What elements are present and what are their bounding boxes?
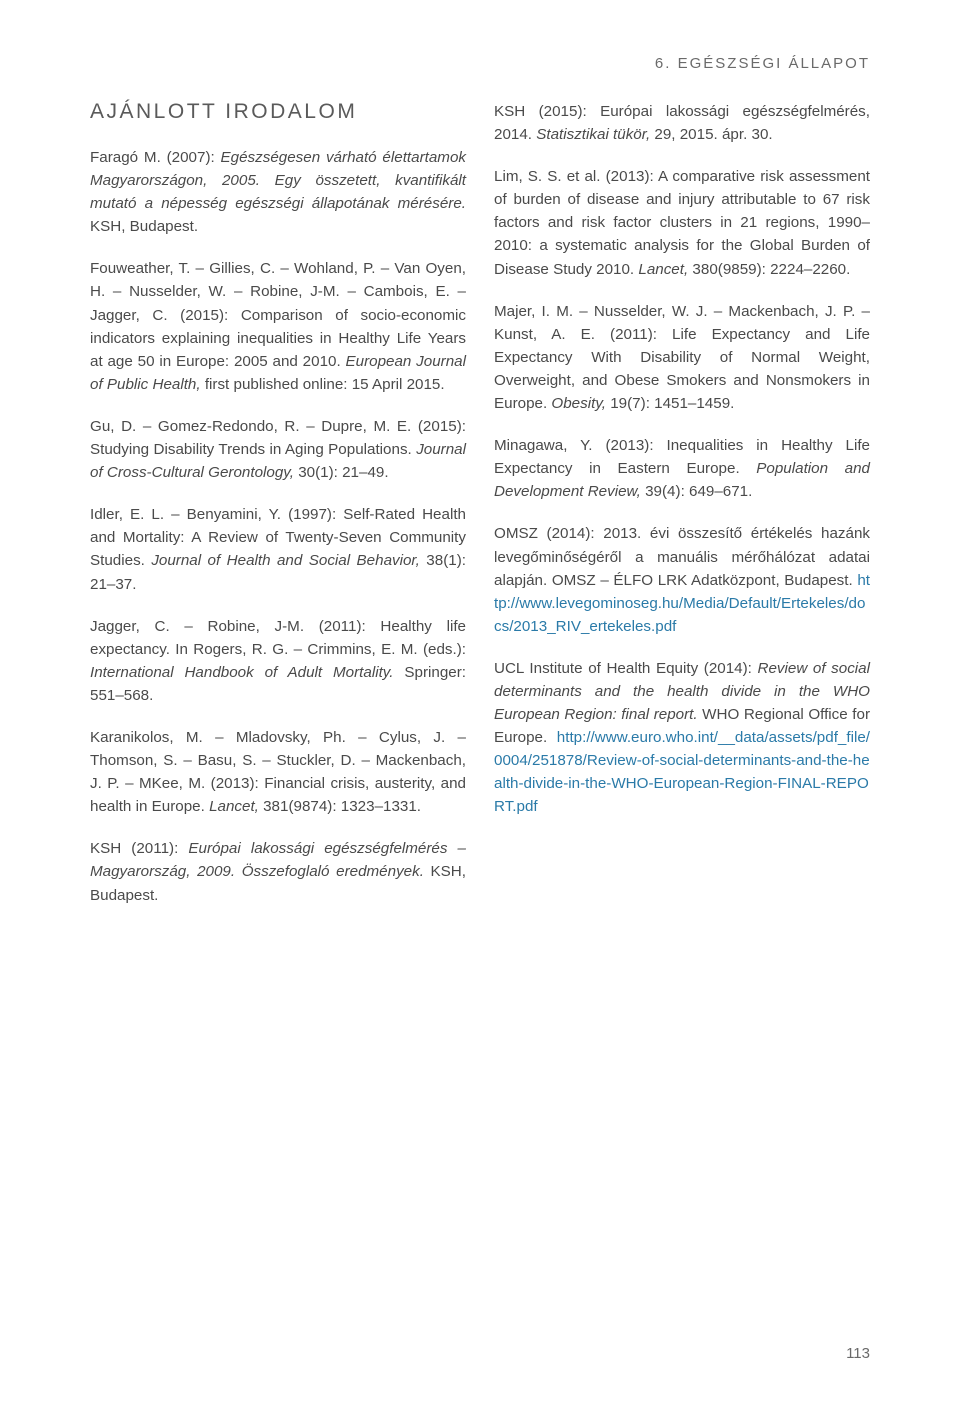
reference-item: UCL Institute of Health Equity (2014): R… (494, 657, 870, 819)
ref-italic: Lancet, (638, 261, 688, 278)
section-title: AJÁNLOTT IRODALOM (90, 100, 466, 124)
ref-text: Gu, D. – Gomez-Redondo, R. – Dupre, M. E… (90, 418, 466, 458)
page-number: 113 (846, 1345, 870, 1362)
ref-italic: Lancet, (209, 798, 259, 815)
reference-item: Faragó M. (2007): Egészségesen várható é… (90, 146, 466, 238)
ref-italic: Statisztikai tükör, (536, 126, 650, 143)
content-columns: AJÁNLOTT IRODALOM Faragó M. (2007): Egés… (90, 100, 870, 926)
reference-item: Majer, I. M. – Nusselder, W. J. – Macken… (494, 300, 870, 415)
left-column: AJÁNLOTT IRODALOM Faragó M. (2007): Egés… (90, 100, 466, 926)
ref-text: KSH (2011): (90, 840, 188, 857)
ref-text: Faragó M. (2007): (90, 149, 221, 166)
reference-item: OMSZ (2014): 2013. évi összesítő értékel… (494, 522, 870, 637)
reference-item: Minagawa, Y. (2013): Inequalities in Hea… (494, 434, 870, 503)
ref-text: 380(9859): 2224–2260. (688, 261, 850, 278)
reference-item: Lim, S. S. et al. (2013): A comparative … (494, 165, 870, 280)
reference-item: Karanikolos, M. – Mladovsky, Ph. – Cylus… (90, 726, 466, 818)
ref-text: KSH, Budapest. (90, 218, 198, 235)
ref-text: 39(4): 649–671. (641, 483, 752, 500)
ref-text: OMSZ (2014): 2013. évi összesítő értékel… (494, 525, 870, 588)
ref-text: UCL Institute of Health Equity (2014): (494, 660, 758, 677)
right-column: KSH (2015): Európai lakossági egészségfe… (494, 100, 870, 926)
ref-italic: Obesity, (551, 395, 606, 412)
ref-text: 381(9874): 1323–1331. (259, 798, 421, 815)
reference-item: Gu, D. – Gomez-Redondo, R. – Dupre, M. E… (90, 415, 466, 484)
ref-italic: International Handbook of Adult Mortalit… (90, 664, 394, 681)
ref-text: first published online: 15 April 2015. (201, 376, 445, 393)
reference-item: KSH (2015): Európai lakossági egészségfe… (494, 100, 870, 146)
reference-item: KSH (2011): Európai lakossági egészségfe… (90, 837, 466, 906)
reference-item: Idler, E. L. – Benyamini, Y. (1997): Sel… (90, 503, 466, 595)
ref-text: Jagger, C. – Robine, J-M. (2011): Health… (90, 618, 466, 658)
ref-text: 30(1): 21–49. (294, 464, 389, 481)
ref-italic: Journal of Health and Social Behavior, (151, 552, 420, 569)
ref-text: 19(7): 1451–1459. (606, 395, 734, 412)
reference-item: Fouweather, T. – Gillies, C. – Wohland, … (90, 257, 466, 396)
reference-item: Jagger, C. – Robine, J-M. (2011): Health… (90, 615, 466, 707)
chapter-header: 6. EGÉSZSÉGI ÁLLAPOT (90, 55, 870, 72)
ref-text: 29, 2015. ápr. 30. (650, 126, 772, 143)
